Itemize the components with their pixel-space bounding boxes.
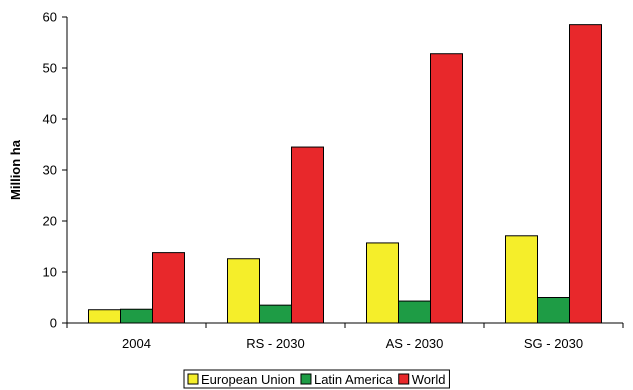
bar-latin-america — [259, 304, 292, 324]
bar-european-union — [88, 309, 121, 324]
x-tick-label: RS - 2030 — [246, 336, 305, 351]
bar-world — [152, 252, 185, 324]
legend-swatch-european-union — [187, 373, 199, 385]
legend-box — [183, 369, 450, 389]
bars — [88, 24, 602, 324]
bar-european-union — [227, 258, 260, 324]
legend-label-european-union: European Union — [201, 372, 295, 387]
legend: European Union Latin America World — [183, 369, 450, 389]
bar-world — [291, 146, 324, 324]
y-axis-title: Million ha — [8, 139, 23, 200]
y-tick-label: 20 — [43, 214, 57, 229]
bar-latin-america — [537, 297, 570, 324]
legend-label-latin-america: Latin America — [314, 372, 394, 387]
y-tick-label: 50 — [43, 61, 57, 76]
y-tick-label: 10 — [43, 265, 57, 280]
bar-european-union — [505, 235, 538, 324]
y-tick-label: 60 — [43, 10, 57, 25]
y-tick-label: 30 — [43, 163, 57, 178]
bar-european-union — [366, 242, 399, 324]
legend-label-world: World — [412, 372, 446, 387]
y-tick-label: 40 — [43, 112, 57, 127]
bar-latin-america — [120, 308, 153, 324]
x-tick-label: AS - 2030 — [386, 336, 444, 351]
axes: 0 10 20 30 40 50 60 2004 RS - 2030 AS - 2030 SG - … — [43, 10, 624, 351]
bar-latin-america — [398, 300, 431, 324]
y-tick-label: 0 — [50, 316, 57, 331]
x-tick-label: SG - 2030 — [524, 336, 583, 351]
bar-world — [569, 24, 602, 324]
bar-world — [430, 53, 463, 324]
x-tick-label: 2004 — [122, 336, 151, 351]
legend-swatch-world — [398, 373, 410, 385]
legend-swatch-latin-america — [300, 373, 312, 385]
